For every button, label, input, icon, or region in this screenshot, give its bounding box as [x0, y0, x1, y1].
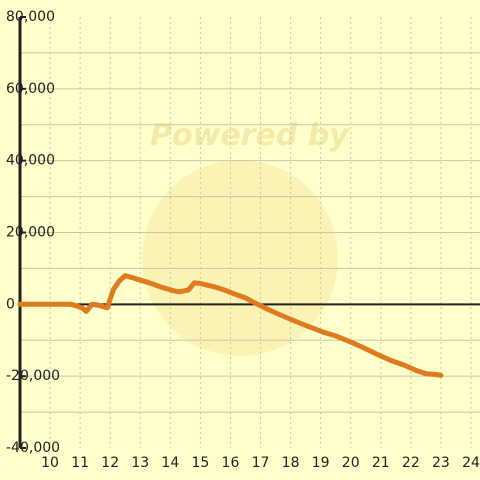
x-tick-label: 20	[342, 455, 360, 471]
x-tick-label: 24	[462, 455, 480, 471]
x-tick-label: 17	[252, 455, 270, 471]
x-tick-labels: 10 11 12 13 14 15 16 17 18 19 20 21 22 23 24	[41, 455, 480, 471]
y-tick-labels: -40,000 -20,000 0 20,000 40,000 60,000 80,000	[6, 9, 60, 456]
y-tick-label: 0	[6, 296, 15, 312]
x-tick-label: 18	[282, 455, 300, 471]
x-tick-label: 14	[161, 455, 179, 471]
watermark-logo	[142, 160, 338, 356]
y-tick-label: 20,000	[6, 225, 55, 241]
grid	[20, 17, 480, 448]
y-tick-label: 40,000	[6, 153, 55, 169]
watermark-text: Powered by	[150, 118, 350, 153]
x-tick-label: 22	[402, 455, 420, 471]
y-tick-label: 80,000	[6, 9, 55, 25]
x-tick-label: 23	[432, 455, 450, 471]
x-tick-label: 10	[41, 455, 59, 471]
x-tick-label: 15	[191, 455, 209, 471]
x-tick-label: 11	[71, 455, 89, 471]
series-line	[17, 273, 444, 378]
y-tick-label: -40,000	[6, 440, 60, 456]
x-tick-label: 12	[101, 455, 119, 471]
y-tick-label: 60,000	[6, 81, 55, 97]
x-tick-label: 13	[131, 455, 149, 471]
y-tick-label: -20,000	[6, 368, 60, 384]
powered-by-watermark: Powered by	[142, 118, 350, 356]
x-tick-label: 21	[372, 455, 390, 471]
x-tick-label: 16	[222, 455, 240, 471]
x-tick-label: 19	[312, 455, 330, 471]
